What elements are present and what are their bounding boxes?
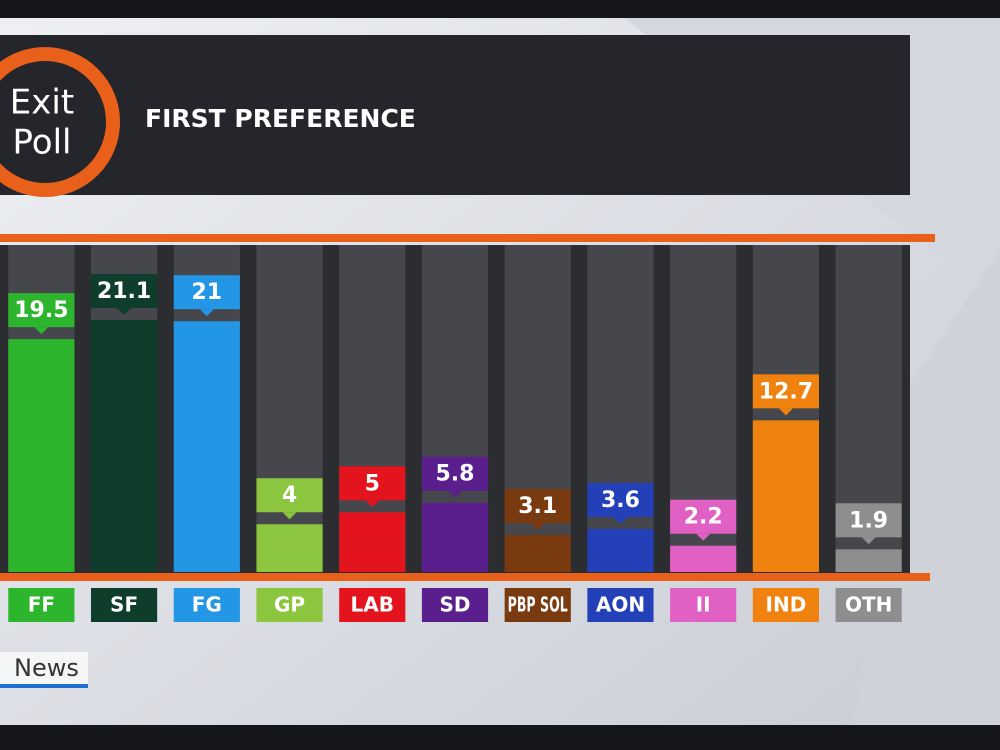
- category-box: [752, 588, 819, 622]
- network-badge: [0, 652, 88, 688]
- bezel: [0, 0, 1000, 18]
- category-box: [256, 588, 323, 622]
- category-label: IND: [766, 593, 807, 617]
- value-label: 5: [365, 471, 380, 496]
- bar: [587, 529, 654, 572]
- category-box: [421, 588, 489, 622]
- value-label: 12.7: [759, 379, 813, 404]
- bg-shape: [850, 250, 1000, 750]
- category-label: OTH: [845, 593, 892, 617]
- value-label-pointer: [613, 517, 628, 525]
- value-label-box: [421, 456, 489, 491]
- value-label: 5.8: [436, 462, 475, 487]
- logo-text: Poll: [13, 123, 72, 163]
- bar: [256, 524, 323, 572]
- value-label-box: [752, 374, 819, 409]
- category-box: [670, 588, 737, 622]
- network-name: News: [14, 654, 79, 682]
- value-label-box: [8, 293, 75, 328]
- logo-text: Exit: [10, 83, 74, 123]
- value-label: 1.9: [849, 508, 888, 533]
- value-label-box: [339, 466, 406, 501]
- category-label: II: [696, 593, 711, 617]
- value-label-box: [256, 478, 323, 513]
- column: [256, 245, 323, 572]
- logo-ring: [0, 47, 120, 197]
- value-label-box: [587, 483, 654, 518]
- value-label-pointer: [861, 537, 876, 545]
- value-label-pointer: [282, 512, 297, 520]
- value-label-pointer: [696, 533, 711, 541]
- value-label-pointer: [117, 308, 132, 315]
- value-label-pointer: [778, 408, 793, 416]
- bar: [835, 549, 902, 572]
- category-label: GP: [274, 593, 305, 617]
- category-box: [339, 588, 406, 622]
- category-label: PBP SOL: [508, 593, 568, 617]
- bottom-rule: [0, 573, 930, 581]
- value-label: 2.2: [684, 505, 723, 530]
- value-label-pointer: [530, 522, 545, 530]
- bezel: [0, 725, 1000, 750]
- value-label-box: [173, 275, 240, 310]
- bar: [752, 420, 819, 572]
- plot: 19.5 FF 21.1 SF 21 FG 4 GP 5 LAB 5.8 SD 3.1 PBP SOL 3.…: [8, 245, 902, 622]
- value-label-box: [670, 499, 737, 534]
- value-label-box: [504, 488, 571, 523]
- category-label: LAB: [351, 593, 394, 617]
- network-underline: [0, 684, 88, 688]
- value-label-box: [835, 503, 902, 538]
- bar: [421, 502, 489, 572]
- bar: [8, 339, 75, 572]
- category-box: [587, 588, 654, 622]
- category-box: [504, 588, 571, 622]
- bar: [504, 534, 571, 572]
- value-label: 19.5: [14, 298, 68, 323]
- header-box: [0, 35, 910, 195]
- value-label: 3.1: [518, 494, 557, 519]
- top-rule: [0, 234, 935, 242]
- value-label-pointer: [199, 309, 214, 317]
- value-label-box: [91, 274, 158, 308]
- category-box: [8, 588, 75, 622]
- category-label: FF: [28, 593, 55, 617]
- category-box: [91, 588, 158, 622]
- category-box: [835, 588, 902, 622]
- value-label-pointer: [34, 327, 49, 335]
- value-label-pointer: [448, 490, 462, 498]
- category-label: SF: [110, 593, 138, 617]
- category-label: SD: [439, 593, 470, 617]
- bar: [173, 321, 240, 572]
- value-label-pointer: [365, 500, 380, 508]
- bar: [670, 545, 737, 572]
- value-label: 21: [192, 280, 223, 305]
- bar: [91, 320, 158, 572]
- category-label: AON: [596, 593, 645, 617]
- value-label: 3.6: [601, 488, 640, 513]
- category-box: [173, 588, 240, 622]
- value-label: 4: [282, 483, 297, 508]
- category-label: FG: [192, 593, 222, 617]
- chart-title: FIRST PREFERENCE: [145, 104, 416, 133]
- bar: [339, 512, 406, 572]
- value-label: 21.1: [97, 279, 151, 304]
